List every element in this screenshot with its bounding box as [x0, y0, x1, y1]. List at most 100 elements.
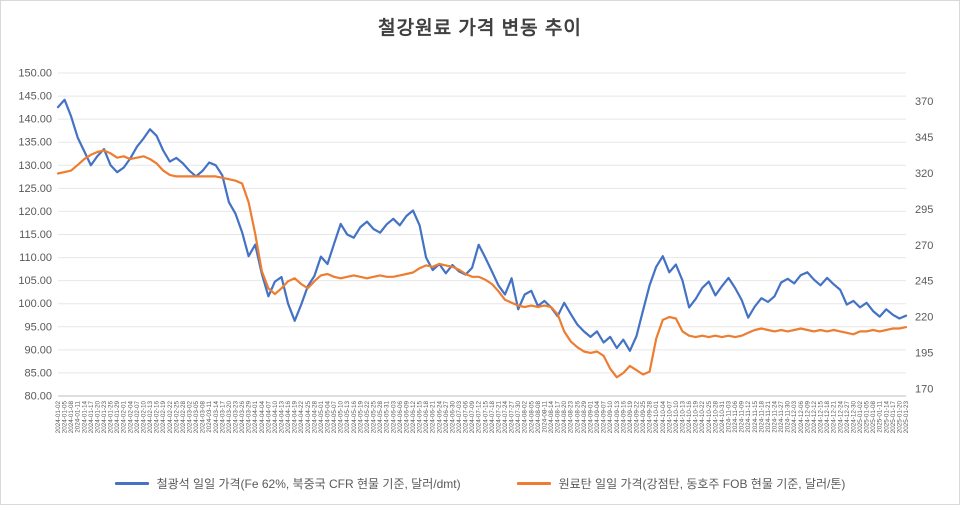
- svg-text:2024-12-03: 2024-12-03: [791, 401, 798, 434]
- svg-text:2024-02-25: 2024-02-25: [173, 401, 180, 434]
- svg-text:2024-06-12: 2024-06-12: [410, 401, 417, 434]
- series-iron-ore-line: [56, 98, 908, 352]
- svg-text:2025-01-02: 2025-01-02: [857, 401, 864, 434]
- svg-text:2024-12-15: 2024-12-15: [818, 401, 825, 434]
- svg-text:2024-10-16: 2024-10-16: [686, 401, 693, 434]
- svg-text:2024-02-19: 2024-02-19: [160, 401, 167, 434]
- svg-text:2024-07-06: 2024-07-06: [463, 401, 470, 434]
- svg-text:2025-01-23: 2025-01-23: [903, 401, 910, 434]
- svg-text:2024-08-05: 2024-08-05: [528, 401, 535, 434]
- legend-line-sample-blue: [114, 482, 149, 485]
- svg-text:125.00: 125.00: [18, 183, 52, 195]
- svg-text:2024-07-27: 2024-07-27: [509, 401, 516, 434]
- svg-text:2024-01-26: 2024-01-26: [108, 401, 115, 434]
- svg-text:2024-10-01: 2024-10-01: [653, 401, 660, 434]
- svg-text:2024-03-23: 2024-03-23: [232, 401, 239, 434]
- svg-text:2024-01-20: 2024-01-20: [94, 401, 101, 434]
- svg-text:2024-04-25: 2024-04-25: [305, 401, 312, 434]
- svg-text:2024-12-27: 2024-12-27: [844, 401, 851, 434]
- svg-text:2024-06-09: 2024-06-09: [403, 401, 410, 434]
- svg-text:2024-04-04: 2024-04-04: [259, 401, 266, 434]
- svg-text:2024-11-12: 2024-11-12: [745, 401, 752, 433]
- svg-text:2024-01-17: 2024-01-17: [88, 401, 95, 434]
- svg-text:2024-08-17: 2024-08-17: [555, 401, 562, 434]
- svg-text:2024-11-09: 2024-11-09: [739, 401, 746, 433]
- svg-text:370: 370: [915, 96, 933, 108]
- svg-text:2024-02-10: 2024-02-10: [140, 401, 147, 434]
- svg-text:2024-03-02: 2024-03-02: [186, 401, 193, 434]
- svg-text:2024-11-27: 2024-11-27: [778, 401, 785, 433]
- svg-text:2024-11-06: 2024-11-06: [732, 401, 739, 433]
- chart-legend: 철광석 일일 가격(Fe 62%, 북중국 CFR 현물 기준, 달러/dmt)…: [1, 475, 959, 492]
- svg-text:2025-01-17: 2025-01-17: [890, 401, 897, 434]
- x-axis-labels: 2024-01-02 2024-01-05 2024-01-08 2024-01-11…: [55, 401, 910, 434]
- svg-text:115.00: 115.00: [19, 229, 52, 241]
- svg-text:345: 345: [915, 132, 933, 144]
- svg-text:2024-06-15: 2024-06-15: [417, 401, 424, 434]
- svg-text:2024-06-03: 2024-06-03: [390, 401, 397, 434]
- legend-label-iron-ore: 철광석 일일 가격(Fe 62%, 북중국 CFR 현물 기준, 달러/dmt): [156, 477, 461, 491]
- svg-text:2024-09-28: 2024-09-28: [647, 401, 654, 434]
- svg-text:2024-05-13: 2024-05-13: [344, 401, 351, 434]
- svg-text:2024-06-21: 2024-06-21: [430, 401, 437, 434]
- svg-text:2024-05-28: 2024-05-28: [377, 401, 384, 434]
- svg-text:2024-08-08: 2024-08-08: [535, 401, 542, 434]
- svg-text:2024-11-15: 2024-11-15: [752, 401, 759, 433]
- svg-text:2024-11-21: 2024-11-21: [765, 401, 772, 433]
- svg-text:80.00: 80.00: [24, 391, 52, 403]
- svg-text:2024-07-09: 2024-07-09: [469, 401, 476, 434]
- svg-text:2024-01-14: 2024-01-14: [81, 401, 88, 434]
- svg-text:2024-02-22: 2024-02-22: [167, 401, 174, 434]
- svg-text:2024-04-13: 2024-04-13: [279, 401, 286, 434]
- gridlines: [58, 72, 906, 397]
- svg-text:2024-03-17: 2024-03-17: [219, 401, 226, 434]
- svg-text:2024-05-04: 2024-05-04: [325, 401, 332, 434]
- y-axis-right-labels: 170 195 220 245 270 295 320 345 370: [915, 96, 933, 395]
- svg-text:105.00: 105.00: [18, 275, 52, 287]
- svg-text:2024-09-16: 2024-09-16: [620, 401, 627, 434]
- svg-text:2024-04-16: 2024-04-16: [285, 401, 292, 434]
- svg-text:140.00: 140.00: [18, 114, 52, 126]
- svg-text:120.00: 120.00: [18, 206, 52, 218]
- svg-text:2024-04-10: 2024-04-10: [272, 401, 279, 434]
- svg-text:2024-11-03: 2024-11-03: [726, 401, 733, 433]
- svg-text:2024-09-19: 2024-09-19: [627, 401, 634, 434]
- svg-text:2024-03-05: 2024-03-05: [193, 401, 200, 434]
- svg-text:2024-08-26: 2024-08-26: [574, 401, 581, 434]
- svg-text:2024-09-01: 2024-09-01: [587, 401, 594, 434]
- svg-text:90.00: 90.00: [24, 344, 52, 356]
- svg-text:2024-12-09: 2024-12-09: [804, 401, 811, 434]
- svg-text:2024-07-30: 2024-07-30: [515, 401, 522, 434]
- svg-text:2024-01-23: 2024-01-23: [101, 401, 108, 434]
- svg-text:2024-10-28: 2024-10-28: [712, 401, 719, 434]
- svg-text:2024-07-18: 2024-07-18: [489, 401, 496, 434]
- svg-text:220: 220: [915, 312, 933, 324]
- svg-text:2024-11-30: 2024-11-30: [785, 401, 792, 433]
- svg-text:2024-10-04: 2024-10-04: [660, 401, 667, 434]
- svg-text:2024-07-24: 2024-07-24: [502, 401, 509, 434]
- y-axis-left-labels: 80.00 85.00 90.00 95.00 100.00 105.00 110.00 11…: [18, 68, 52, 403]
- svg-text:245: 245: [915, 276, 933, 288]
- svg-text:2024-01-02: 2024-01-02: [55, 401, 62, 434]
- svg-text:2024-08-29: 2024-08-29: [581, 401, 588, 434]
- svg-text:295: 295: [915, 204, 933, 216]
- svg-text:2024-12-30: 2024-12-30: [850, 401, 857, 434]
- svg-text:2024-05-25: 2024-05-25: [371, 401, 378, 434]
- legend-item-iron-ore: 철광석 일일 가격(Fe 62%, 북중국 CFR 현물 기준, 달러/dmt): [114, 475, 461, 492]
- svg-text:170: 170: [915, 383, 933, 395]
- svg-text:2024-05-07: 2024-05-07: [331, 401, 338, 434]
- svg-text:2024-06-24: 2024-06-24: [436, 401, 443, 434]
- svg-text:2024-05-16: 2024-05-16: [351, 401, 358, 434]
- svg-text:2024-01-29: 2024-01-29: [114, 401, 121, 434]
- svg-text:2025-01-08: 2025-01-08: [870, 401, 877, 434]
- svg-text:2024-06-18: 2024-06-18: [423, 401, 430, 434]
- svg-text:145.00: 145.00: [18, 91, 52, 103]
- svg-text:2024-08-02: 2024-08-02: [522, 401, 529, 434]
- svg-text:2024-09-13: 2024-09-13: [614, 401, 621, 434]
- svg-text:2024-04-01: 2024-04-01: [252, 401, 259, 434]
- svg-text:2024-04-28: 2024-04-28: [311, 401, 318, 434]
- svg-text:2024-09-04: 2024-09-04: [594, 401, 601, 434]
- svg-text:2024-02-07: 2024-02-07: [134, 401, 141, 434]
- svg-text:2024-12-12: 2024-12-12: [811, 401, 818, 434]
- svg-text:95.00: 95.00: [24, 321, 52, 333]
